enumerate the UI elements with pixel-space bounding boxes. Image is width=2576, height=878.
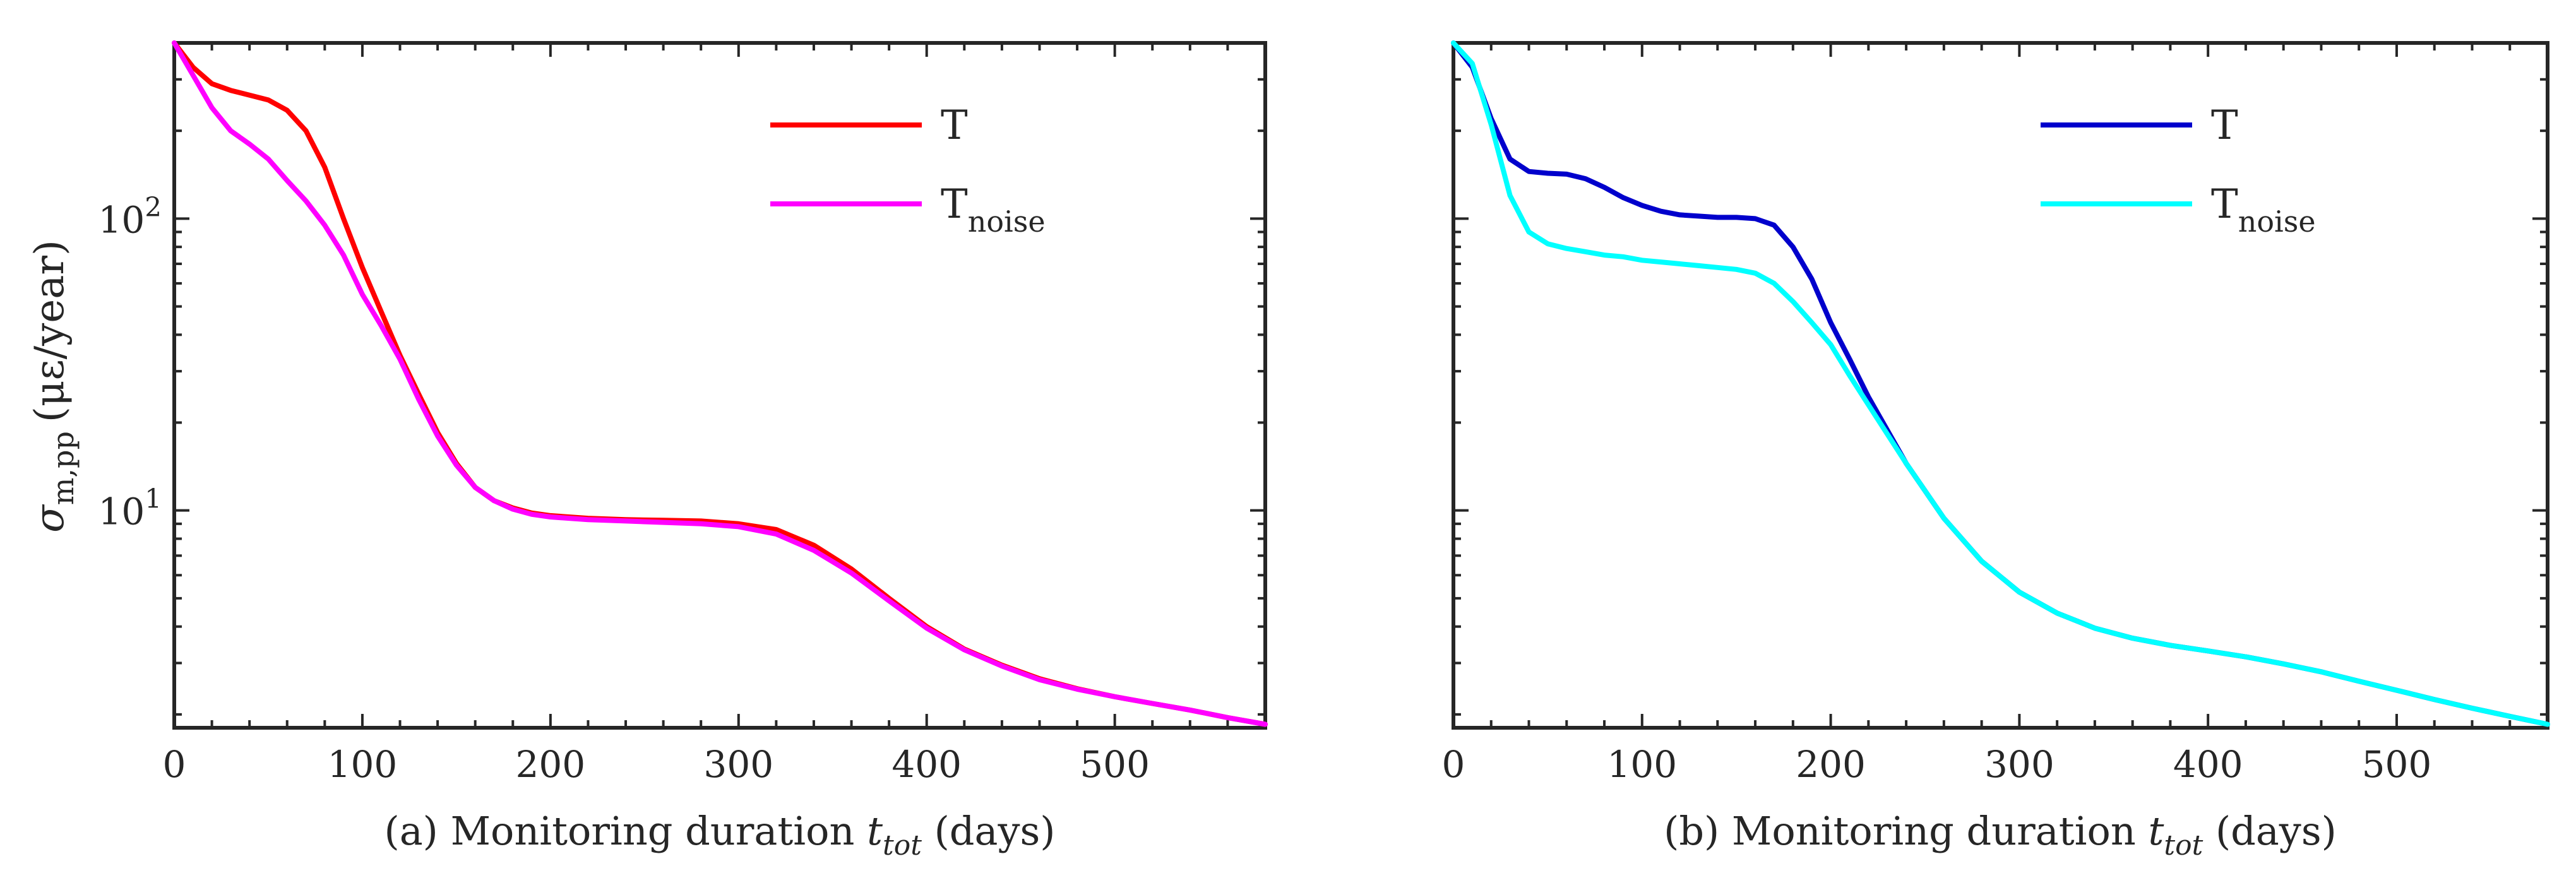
panel-a-xlabel-var: t <box>867 808 883 854</box>
panel-b-x-tick-label: 300 <box>1984 743 2054 786</box>
panel-a-x-tick-label: 400 <box>891 743 962 786</box>
panel-a-ticks <box>173 42 1267 728</box>
panel-b-ticks <box>1452 42 2549 728</box>
panel-a-y-tick-exp: 1 <box>145 483 162 514</box>
panel-a-x-tick-label: 200 <box>516 743 586 786</box>
panel-a-x-tick-labels: 0 100 200 300 400 500 <box>163 743 1150 786</box>
y-axis-label: σm,pp (με/year) <box>27 240 80 533</box>
panel-b-legend-entry: Tnoise <box>2211 181 2316 239</box>
panel-a-x-tick-label: 100 <box>328 743 398 786</box>
panel-a-legend-entry: T <box>941 102 968 149</box>
panel-b-x-tick-labels: 0 100 200 300 400 500 <box>1442 743 2432 786</box>
panel-a-xlabel-prefix: (a) Monitoring duration <box>385 808 868 854</box>
panel-a-x-tick-label: 300 <box>703 743 773 786</box>
panel-a-y-tick-exp: 2 <box>145 191 162 222</box>
panel-a-y-tick-label: 101 <box>98 483 162 533</box>
panel-b-legend-name: T <box>2211 102 2238 149</box>
panel-b-legend-sub: noise <box>2238 205 2316 239</box>
panel-b-x-tick-label: 100 <box>1607 743 1677 786</box>
panel-b-x-tick-label: 0 <box>1442 743 1465 786</box>
panel-a-x-tick-label: 500 <box>1080 743 1150 786</box>
panel-a-xlabel-suffix: (days) <box>922 808 1056 854</box>
panel-a-legend-name: T <box>941 181 968 228</box>
panel-a-y-tick-label: 102 <box>98 191 162 241</box>
panel-b-legend-entry: T <box>2211 102 2238 149</box>
panel-b-x-axis-label: (b) Monitoring duration ttot (days) <box>1664 808 2337 862</box>
ylabel-unit: (με/year) <box>27 240 73 422</box>
panel-a-x-axis-label: (a) Monitoring duration ttot (days) <box>385 808 1056 862</box>
panel-a-legend-name: T <box>941 102 968 149</box>
panel-a-y-tick-base: 10 <box>98 490 145 533</box>
panel-a-series-line-noise <box>172 40 1268 727</box>
ylabel-sigma: σ <box>27 504 73 533</box>
panel-a-series-group <box>172 40 1268 727</box>
panel-b-axes-box <box>1452 41 2549 730</box>
panel-b-xlabel-prefix: (b) Monitoring duration <box>1664 808 2148 854</box>
panel-a-x-tick-label: 0 <box>163 743 186 786</box>
panel-b-series-line-noise <box>1451 40 2550 727</box>
panel-b-xlabel-suffix: (days) <box>2203 808 2337 854</box>
panel-b-x-tick-label: 500 <box>2362 743 2432 786</box>
panel-a-legend-sub: noise <box>968 205 1046 239</box>
panel-b-x-tick-label: 400 <box>2173 743 2243 786</box>
panel-a-y-tick-base: 10 <box>98 198 145 241</box>
panel-a-xlabel-sub: tot <box>883 829 922 862</box>
panel-b-series-group <box>1451 40 2550 727</box>
panel-a-legend-entry: Tnoise <box>941 181 1046 239</box>
panel-a-axes-box <box>172 41 1267 730</box>
panel-b-xlabel-var: t <box>2148 808 2164 854</box>
panel-b-xlabel-sub: tot <box>2164 829 2203 862</box>
ylabel-sub: m,pp <box>46 431 80 505</box>
panel-b-legend-name: T <box>2211 181 2238 228</box>
panel-b-x-tick-label: 200 <box>1796 743 1866 786</box>
